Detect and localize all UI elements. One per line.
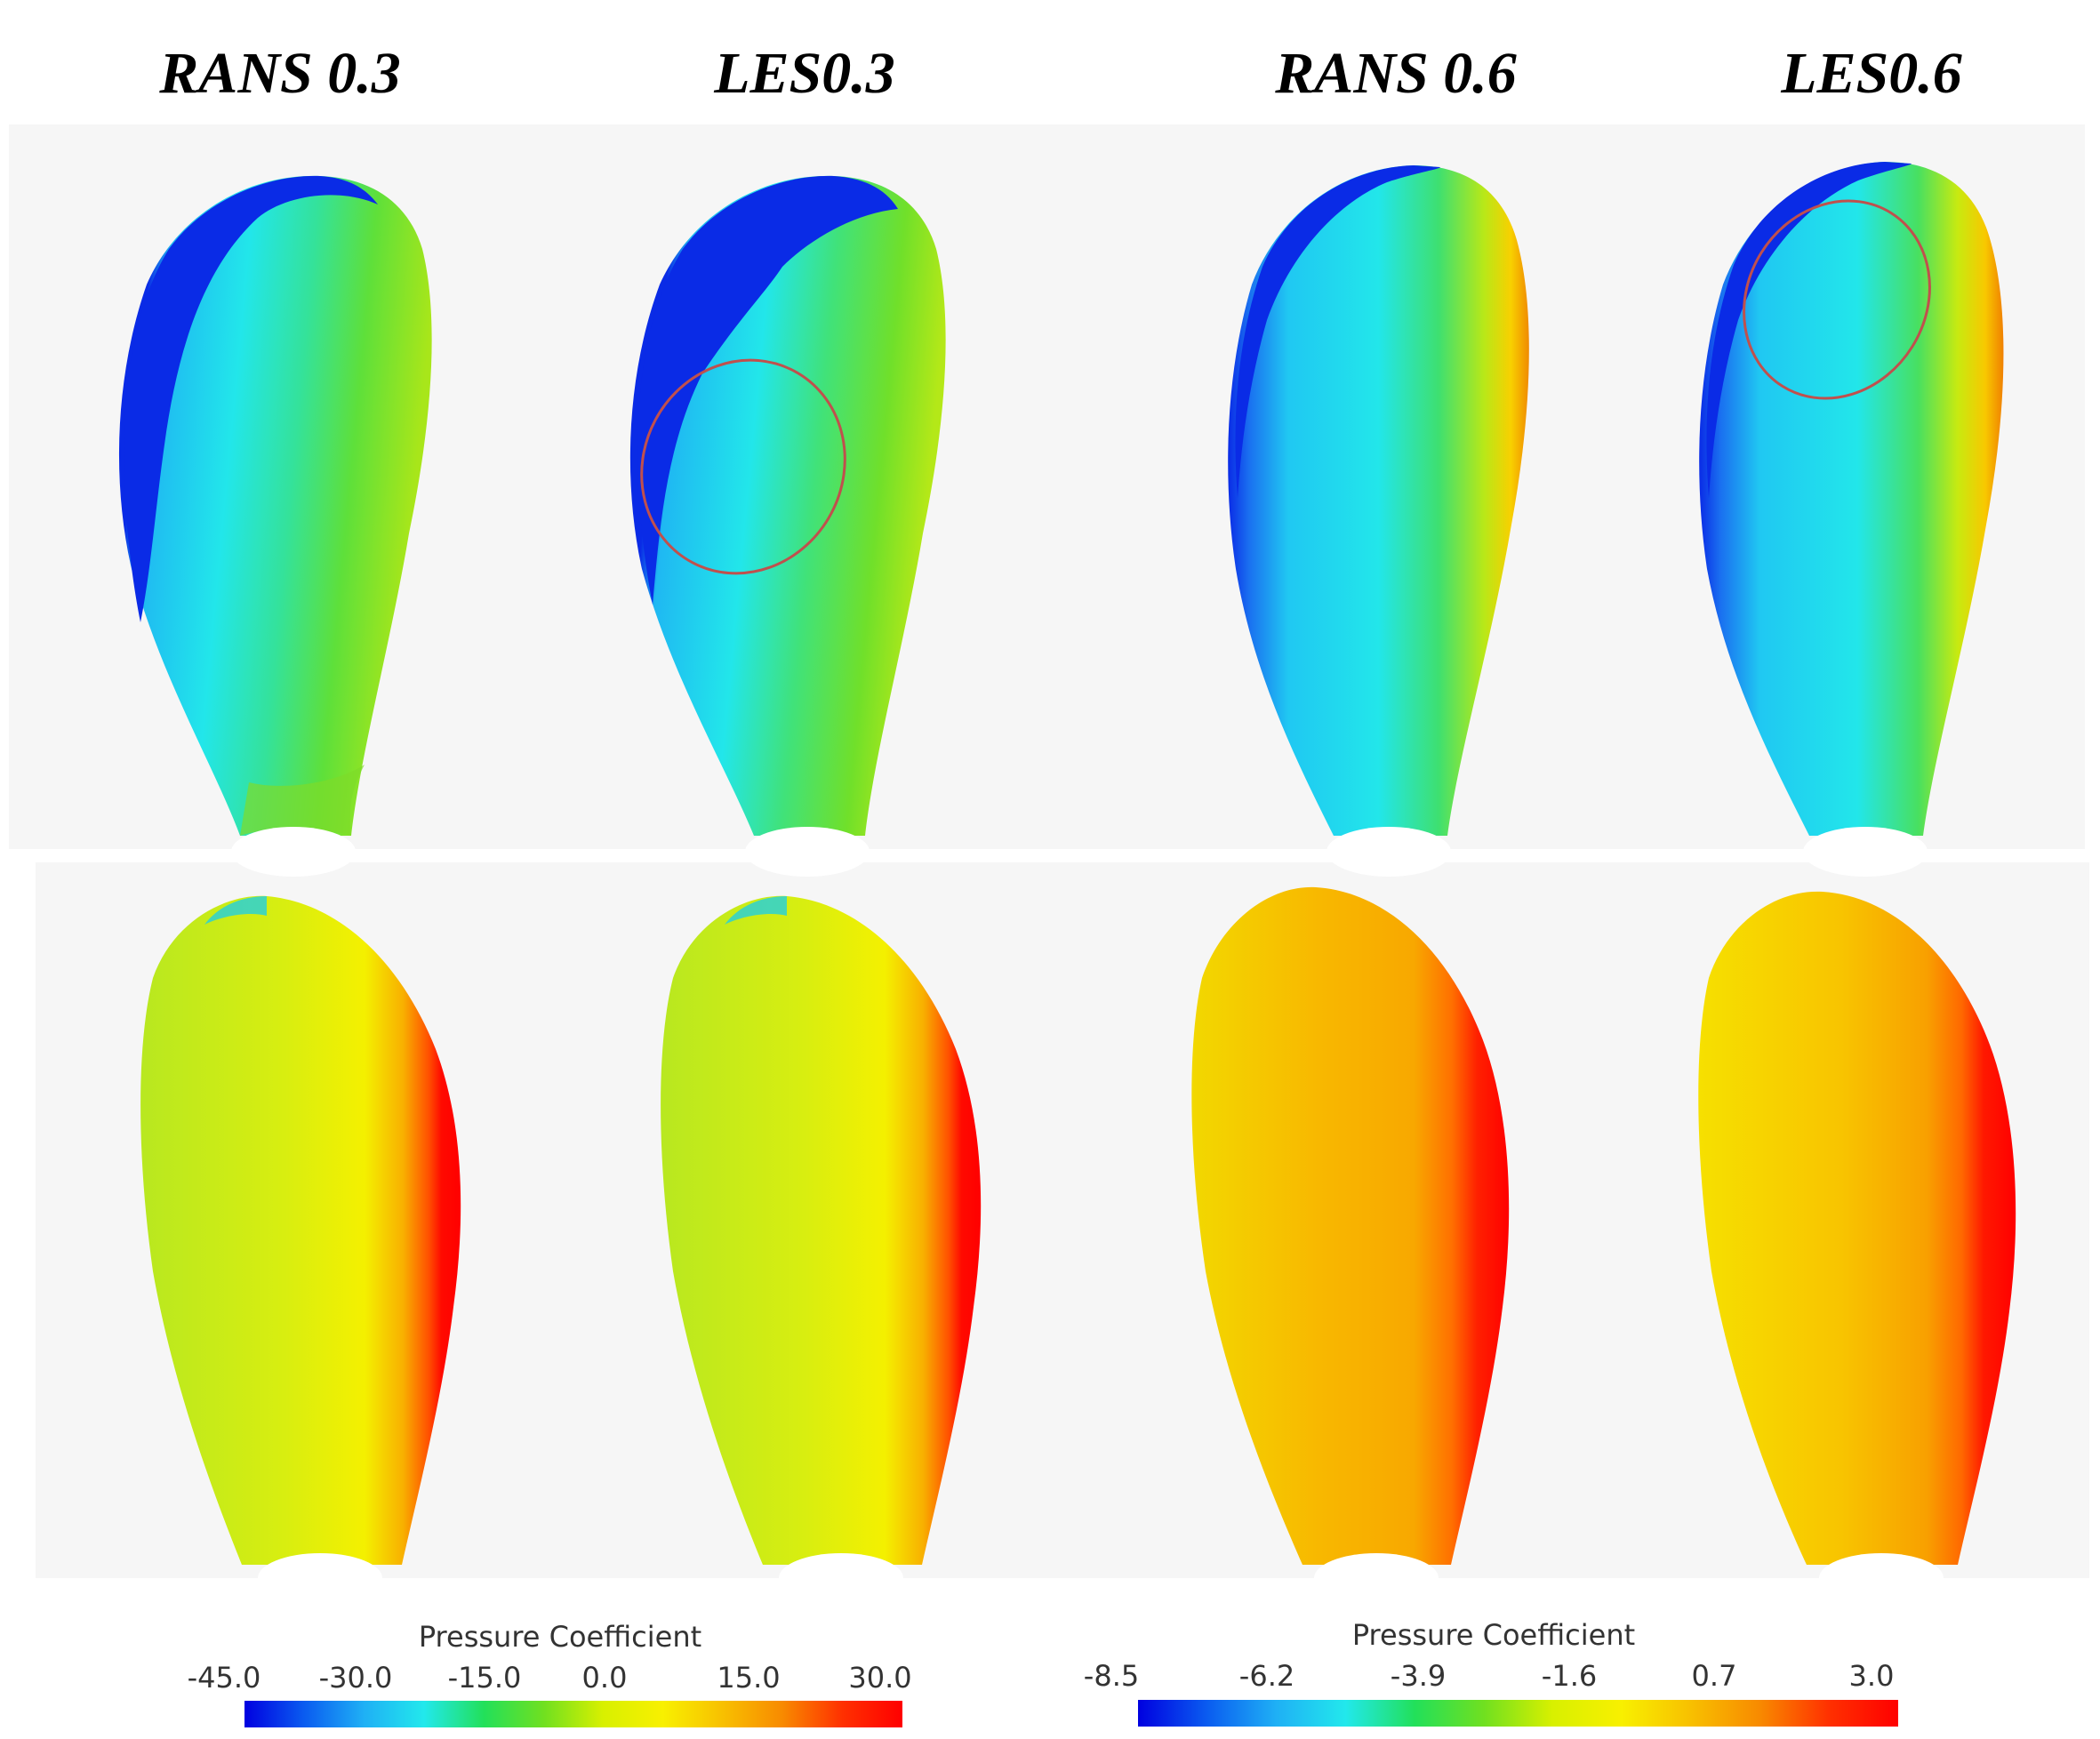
legend-right-title: Pressure Coefficient <box>1351 1618 1636 1652</box>
highlight-ellipse-les06 <box>1743 199 1931 400</box>
legend-right-tick: -3.9 <box>1390 1659 1447 1693</box>
legend-left-tick: -45.0 <box>187 1661 261 1695</box>
legend-left-title: Pressure Coefficient <box>418 1620 702 1654</box>
blade-les06-suction <box>1699 162 2004 836</box>
legend-left-tick: 0.0 <box>581 1661 628 1695</box>
legend-right-tick: 3.0 <box>1848 1659 1895 1693</box>
legend-right-tick: 0.7 <box>1691 1659 1737 1693</box>
legend-left-tick: -15.0 <box>447 1661 522 1695</box>
blade-les06-pressure <box>1698 891 2016 1565</box>
legend-right-tick: -6.2 <box>1238 1659 1295 1693</box>
legend-left-tick: -30.0 <box>318 1661 393 1695</box>
title-les-0-3: LES0.3 <box>714 41 895 106</box>
legend-left-tick: 30.0 <box>848 1661 912 1695</box>
blade-rans03-suction <box>118 175 432 836</box>
blade-rans06-suction <box>1228 165 1529 836</box>
blade-rans06-pressure <box>1191 886 1510 1565</box>
legend-right-tick: -8.5 <box>1083 1659 1140 1693</box>
blade-roots <box>231 827 1944 1603</box>
blade-les03-pressure <box>661 895 982 1565</box>
blade-rans03-pressure <box>140 895 461 1565</box>
legend-right-colorbar <box>1138 1700 1898 1727</box>
title-rans-0-6: RANS 0.6 <box>1275 41 1517 106</box>
legend-right: Pressure Coefficient -8.5 -6.2 -3.9 -1.6… <box>1067 1607 1920 1732</box>
legend-left-tick: 15.0 <box>717 1661 781 1695</box>
title-les-0-6: LES0.6 <box>1781 41 1962 106</box>
legend-left-colorbar <box>244 1701 902 1727</box>
legend-left: Pressure Coefficient -45.0 -30.0 -15.0 0… <box>169 1609 951 1734</box>
blade-les03-suction <box>629 175 946 836</box>
legend-right-tick: -1.6 <box>1541 1659 1598 1693</box>
highlight-ellipse-les03 <box>640 358 846 575</box>
title-rans-0-3: RANS 0.3 <box>159 41 401 106</box>
